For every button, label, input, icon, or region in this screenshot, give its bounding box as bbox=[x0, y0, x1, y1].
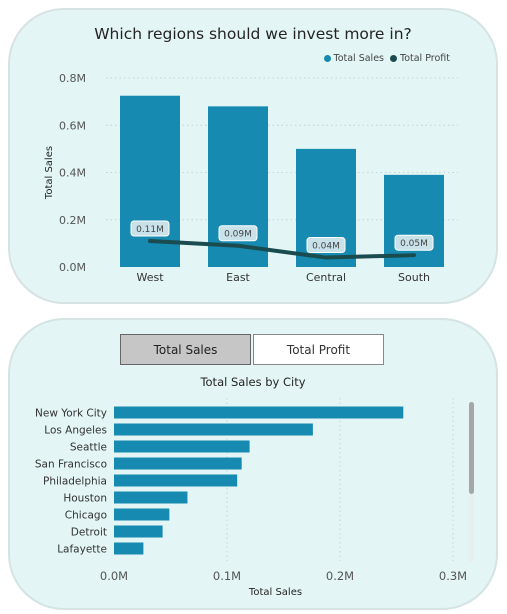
city-bar-chart[interactable]: 0.0M 0.1M 0.2M 0.3M New York City Los Angeles… bbox=[10, 320, 498, 610]
legend-label: Total Sales bbox=[333, 53, 385, 64]
data-label-bg bbox=[394, 234, 434, 251]
x-tick-label: Central bbox=[306, 271, 346, 284]
bar-city-sales bbox=[114, 508, 170, 521]
legend-dot-icon bbox=[323, 55, 331, 62]
legend-item-total-sales[interactable]: Total Sales bbox=[323, 53, 385, 64]
chart-legend[interactable]: Total Sales Total Profit bbox=[323, 53, 450, 64]
chart-scrollbar[interactable] bbox=[469, 402, 474, 562]
x-tick-label: East bbox=[226, 271, 250, 284]
y-tick-label: 0.2M bbox=[59, 214, 86, 227]
y-tick-label: 0.6M bbox=[59, 119, 86, 132]
legend-dot-icon bbox=[390, 55, 397, 62]
data-label: 0.05M bbox=[400, 239, 428, 249]
bar-city-sales bbox=[114, 440, 250, 453]
data-label: 0.04M bbox=[312, 242, 340, 252]
data-label-bg bbox=[130, 220, 170, 237]
bar-city-sales bbox=[114, 457, 242, 470]
bar-city-sales bbox=[114, 525, 163, 538]
x-tick-label: West bbox=[136, 271, 164, 284]
y-tick-label: Lafayette bbox=[57, 544, 107, 556]
x-tick-label: South bbox=[398, 271, 430, 284]
y-tick-label: Detroit bbox=[71, 527, 107, 539]
profit-line bbox=[148, 239, 416, 260]
x-tick-label: 0.0M bbox=[100, 569, 128, 583]
bar-total-sales bbox=[120, 95, 180, 267]
y-tick-label: Houston bbox=[63, 493, 107, 505]
city-chart-title: Total Sales by City bbox=[200, 375, 306, 389]
tab-total-profit[interactable]: Total Profit bbox=[253, 334, 384, 365]
data-label: 0.11M bbox=[136, 225, 164, 235]
x-tick-label: 0.1M bbox=[213, 569, 241, 583]
bar-city-sales bbox=[114, 406, 404, 419]
y-tick-label: San Francisco bbox=[35, 459, 107, 471]
y-axis-title: Total Sales bbox=[44, 146, 55, 200]
city-chart-card: Total Sales Total Profit Total Sales by … bbox=[8, 318, 498, 610]
y-tick-label: 0.4M bbox=[59, 167, 86, 180]
y-tick-label: Philadelphia bbox=[43, 476, 107, 488]
bar-city-sales bbox=[114, 474, 238, 487]
x-tick-label: 0.3M bbox=[439, 569, 467, 583]
bar-total-sales bbox=[384, 174, 444, 267]
region-bar-chart[interactable]: 0.0M 0.2M 0.4M 0.6M 0.8M Total Sales West East C… bbox=[10, 10, 498, 304]
bar-city-sales bbox=[114, 423, 313, 436]
bar-city-sales bbox=[114, 491, 188, 504]
y-tick-label: Chicago bbox=[65, 510, 107, 522]
y-tick-label: Los Angeles bbox=[44, 425, 107, 437]
region-chart-title: Which regions should we invest more in? bbox=[94, 25, 412, 43]
x-axis-title: Total Sales bbox=[248, 587, 302, 598]
y-tick-label: 0.0M bbox=[59, 261, 86, 274]
y-tick-label: 0.8M bbox=[59, 72, 86, 85]
x-tick-label: 0.2M bbox=[326, 569, 354, 583]
measure-toggle: Total Sales Total Profit bbox=[120, 334, 384, 365]
scrollbar-thumb[interactable] bbox=[469, 402, 474, 494]
data-label-bg bbox=[306, 237, 346, 254]
legend-item-total-profit[interactable]: Total Profit bbox=[390, 53, 450, 64]
y-tick-label: Seattle bbox=[70, 442, 107, 454]
data-label: 0.09M bbox=[224, 230, 252, 240]
bar-city-sales bbox=[114, 542, 144, 555]
tab-total-sales[interactable]: Total Sales bbox=[120, 334, 251, 365]
y-tick-label: New York City bbox=[35, 408, 107, 420]
data-label-bg bbox=[218, 225, 258, 242]
legend-label: Total Profit bbox=[400, 53, 450, 64]
region-chart-card: Which regions should we invest more in? … bbox=[8, 8, 498, 304]
